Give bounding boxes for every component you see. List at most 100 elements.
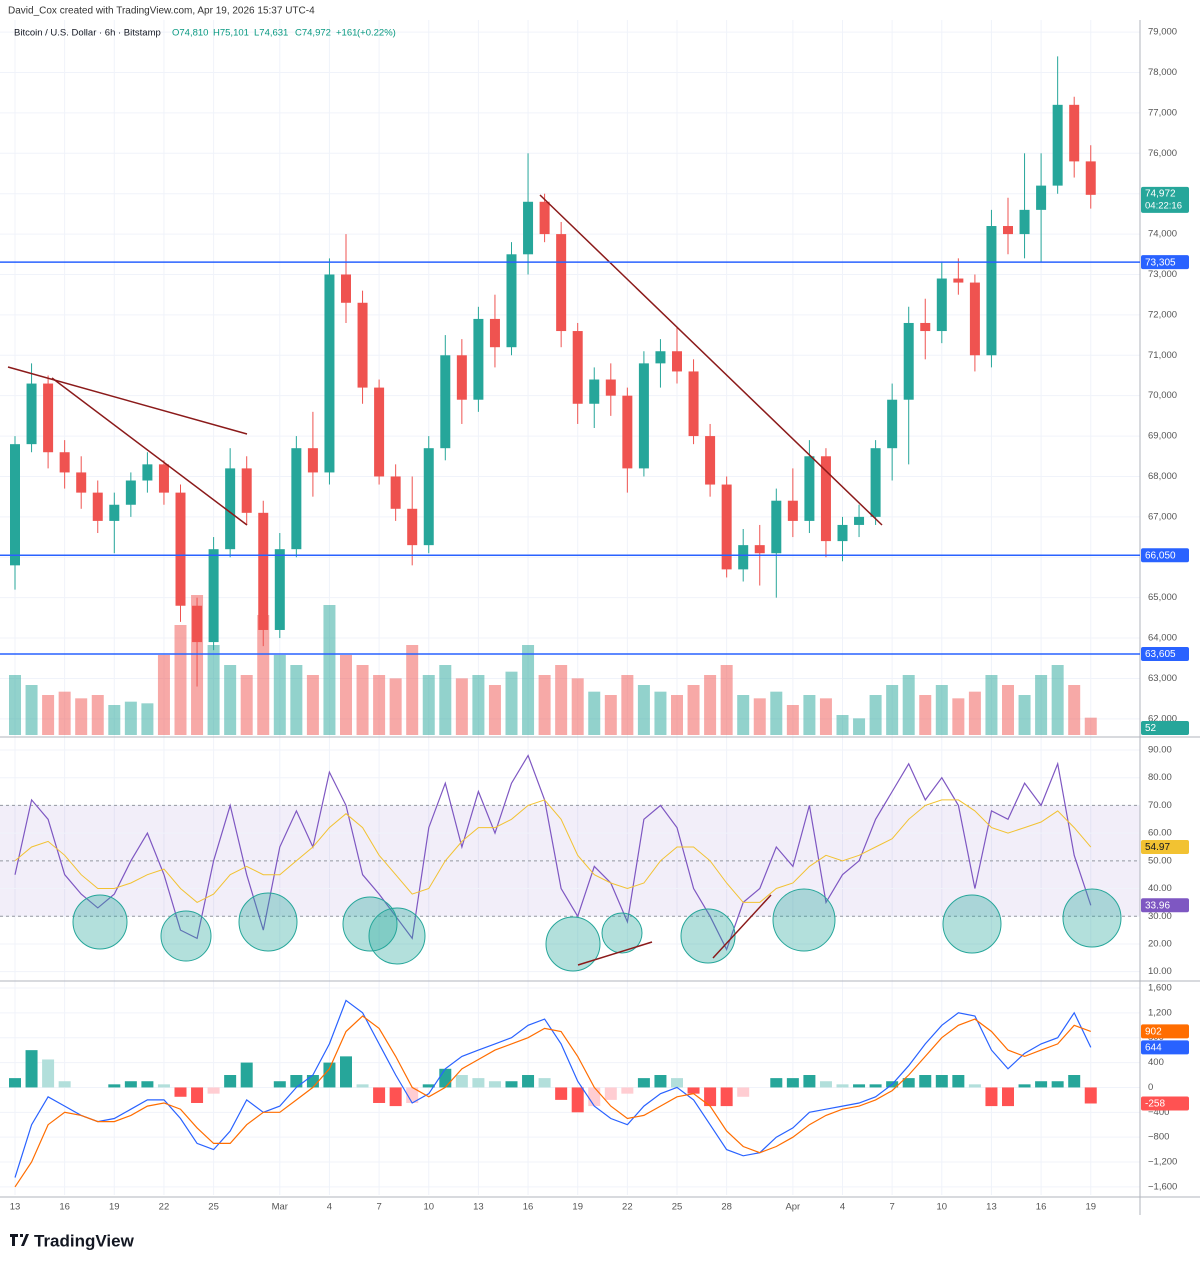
rsi-line	[14, 799, 1092, 903]
low: L74,631	[254, 28, 288, 39]
histogram-bar	[472, 1078, 485, 1088]
axis-tag-label: 902	[1145, 1027, 1162, 1038]
change-percent: (+0.22%)	[357, 28, 396, 39]
histogram-bar	[604, 1087, 617, 1100]
x-tick-label: 19	[572, 1202, 583, 1213]
histogram-bar	[1068, 1075, 1081, 1088]
volume-bar	[455, 678, 468, 735]
candle-body	[688, 371, 699, 437]
volume-bar	[1084, 717, 1097, 735]
candle-body	[1036, 185, 1047, 210]
x-tick-label: 16	[59, 1202, 70, 1213]
volume-bar	[952, 698, 965, 735]
histogram-bar	[273, 1081, 286, 1088]
y-tick-label: −800	[1148, 1132, 1169, 1143]
histogram-bar	[389, 1087, 402, 1107]
highlight-circle	[1062, 888, 1122, 948]
volume-bar	[240, 675, 253, 735]
axis-tag	[1141, 548, 1189, 563]
histogram-bar	[1002, 1087, 1014, 1107]
histogram-bar	[306, 1075, 319, 1088]
volume-bar	[406, 645, 419, 735]
candle-body	[390, 476, 401, 509]
candle-body	[341, 274, 351, 303]
y-tick-label: 1,200	[1148, 1007, 1172, 1018]
volume-bar	[389, 678, 402, 735]
candle-body	[721, 484, 732, 570]
histogram-bar	[1035, 1081, 1048, 1088]
candle-body	[523, 201, 534, 255]
x-tick-label: 28	[721, 1202, 732, 1213]
x-tick-label: 22	[622, 1202, 633, 1213]
candle-body	[92, 492, 103, 521]
candle-body	[837, 524, 848, 542]
candle-body	[1019, 209, 1030, 235]
axis-tag	[1141, 647, 1189, 662]
candle-body	[1085, 161, 1096, 195]
candle-body	[804, 456, 815, 521]
axis-tag-label: 644	[1145, 1043, 1162, 1054]
volume-bar	[505, 671, 518, 735]
candle-body	[870, 448, 881, 517]
histogram-bar	[538, 1078, 551, 1088]
y-tick-label: 65,000	[1148, 592, 1177, 603]
y-tick-label: 90.00	[1148, 744, 1172, 755]
volume-bar	[985, 675, 998, 735]
volume-bar	[340, 655, 352, 735]
y-tick-label: 10.00	[1148, 966, 1172, 977]
axis-tag	[1141, 255, 1189, 270]
volume-bar	[257, 615, 270, 735]
y-tick-label: 79,000	[1148, 27, 1177, 38]
histogram-bar	[654, 1075, 667, 1088]
histogram-bar	[9, 1078, 21, 1088]
x-tick-label: 4	[840, 1202, 845, 1213]
axis-tag-label: -258	[1145, 1099, 1165, 1110]
candle-body	[738, 545, 749, 570]
histogram-bar	[191, 1087, 204, 1103]
divergence-lines	[577, 894, 772, 966]
y-tick-label: 76,000	[1148, 148, 1177, 159]
histogram-bar	[323, 1062, 336, 1088]
countdown: 04:22:16	[1145, 200, 1182, 211]
highlight-circle	[72, 894, 128, 950]
volume-bar	[522, 645, 535, 735]
highlight-circle	[772, 888, 836, 952]
volume-bar	[902, 675, 915, 735]
price-tag	[1141, 186, 1189, 213]
macd-line	[14, 999, 1092, 1178]
axis-tag-label: 73,305	[1145, 257, 1176, 268]
divergence-line	[712, 894, 772, 959]
symbol: Bitcoin / U.S. Dollar · 6h · Bitstamp	[14, 28, 161, 39]
x-tick-label: 13	[10, 1202, 21, 1213]
volume-bar	[687, 685, 700, 735]
volume-bar	[9, 675, 21, 735]
histogram-bar	[803, 1075, 816, 1088]
histogram-bar	[786, 1078, 799, 1088]
volume-bar	[290, 665, 303, 735]
candle-body	[241, 468, 252, 513]
volume-bar	[75, 698, 88, 735]
histogram-bar	[174, 1087, 187, 1097]
axis-tag-label: 66,050	[1145, 550, 1176, 561]
histogram-bar	[439, 1068, 452, 1088]
candle-body	[307, 448, 318, 473]
x-tick-label: 10	[423, 1202, 434, 1213]
histogram-bar	[935, 1075, 948, 1088]
candle-body	[440, 355, 451, 449]
x-tick-label: 10	[937, 1202, 948, 1213]
logo-mark	[10, 1234, 29, 1246]
candle-body	[26, 383, 37, 445]
candle-body	[10, 444, 20, 566]
histogram-bar	[141, 1081, 154, 1088]
volume-bar	[1002, 685, 1014, 735]
histogram-bar	[919, 1075, 932, 1088]
candle-body	[473, 318, 484, 400]
y-tick-label: 69,000	[1148, 431, 1177, 442]
y-tick-label: 70.00	[1148, 800, 1172, 811]
x-tick-label: 19	[1085, 1202, 1096, 1213]
candle-body	[920, 322, 931, 332]
volume-bar	[439, 665, 452, 735]
y-tick-label: −400	[1148, 1107, 1169, 1118]
candle-body	[175, 492, 186, 606]
volume-bar	[1035, 675, 1048, 735]
